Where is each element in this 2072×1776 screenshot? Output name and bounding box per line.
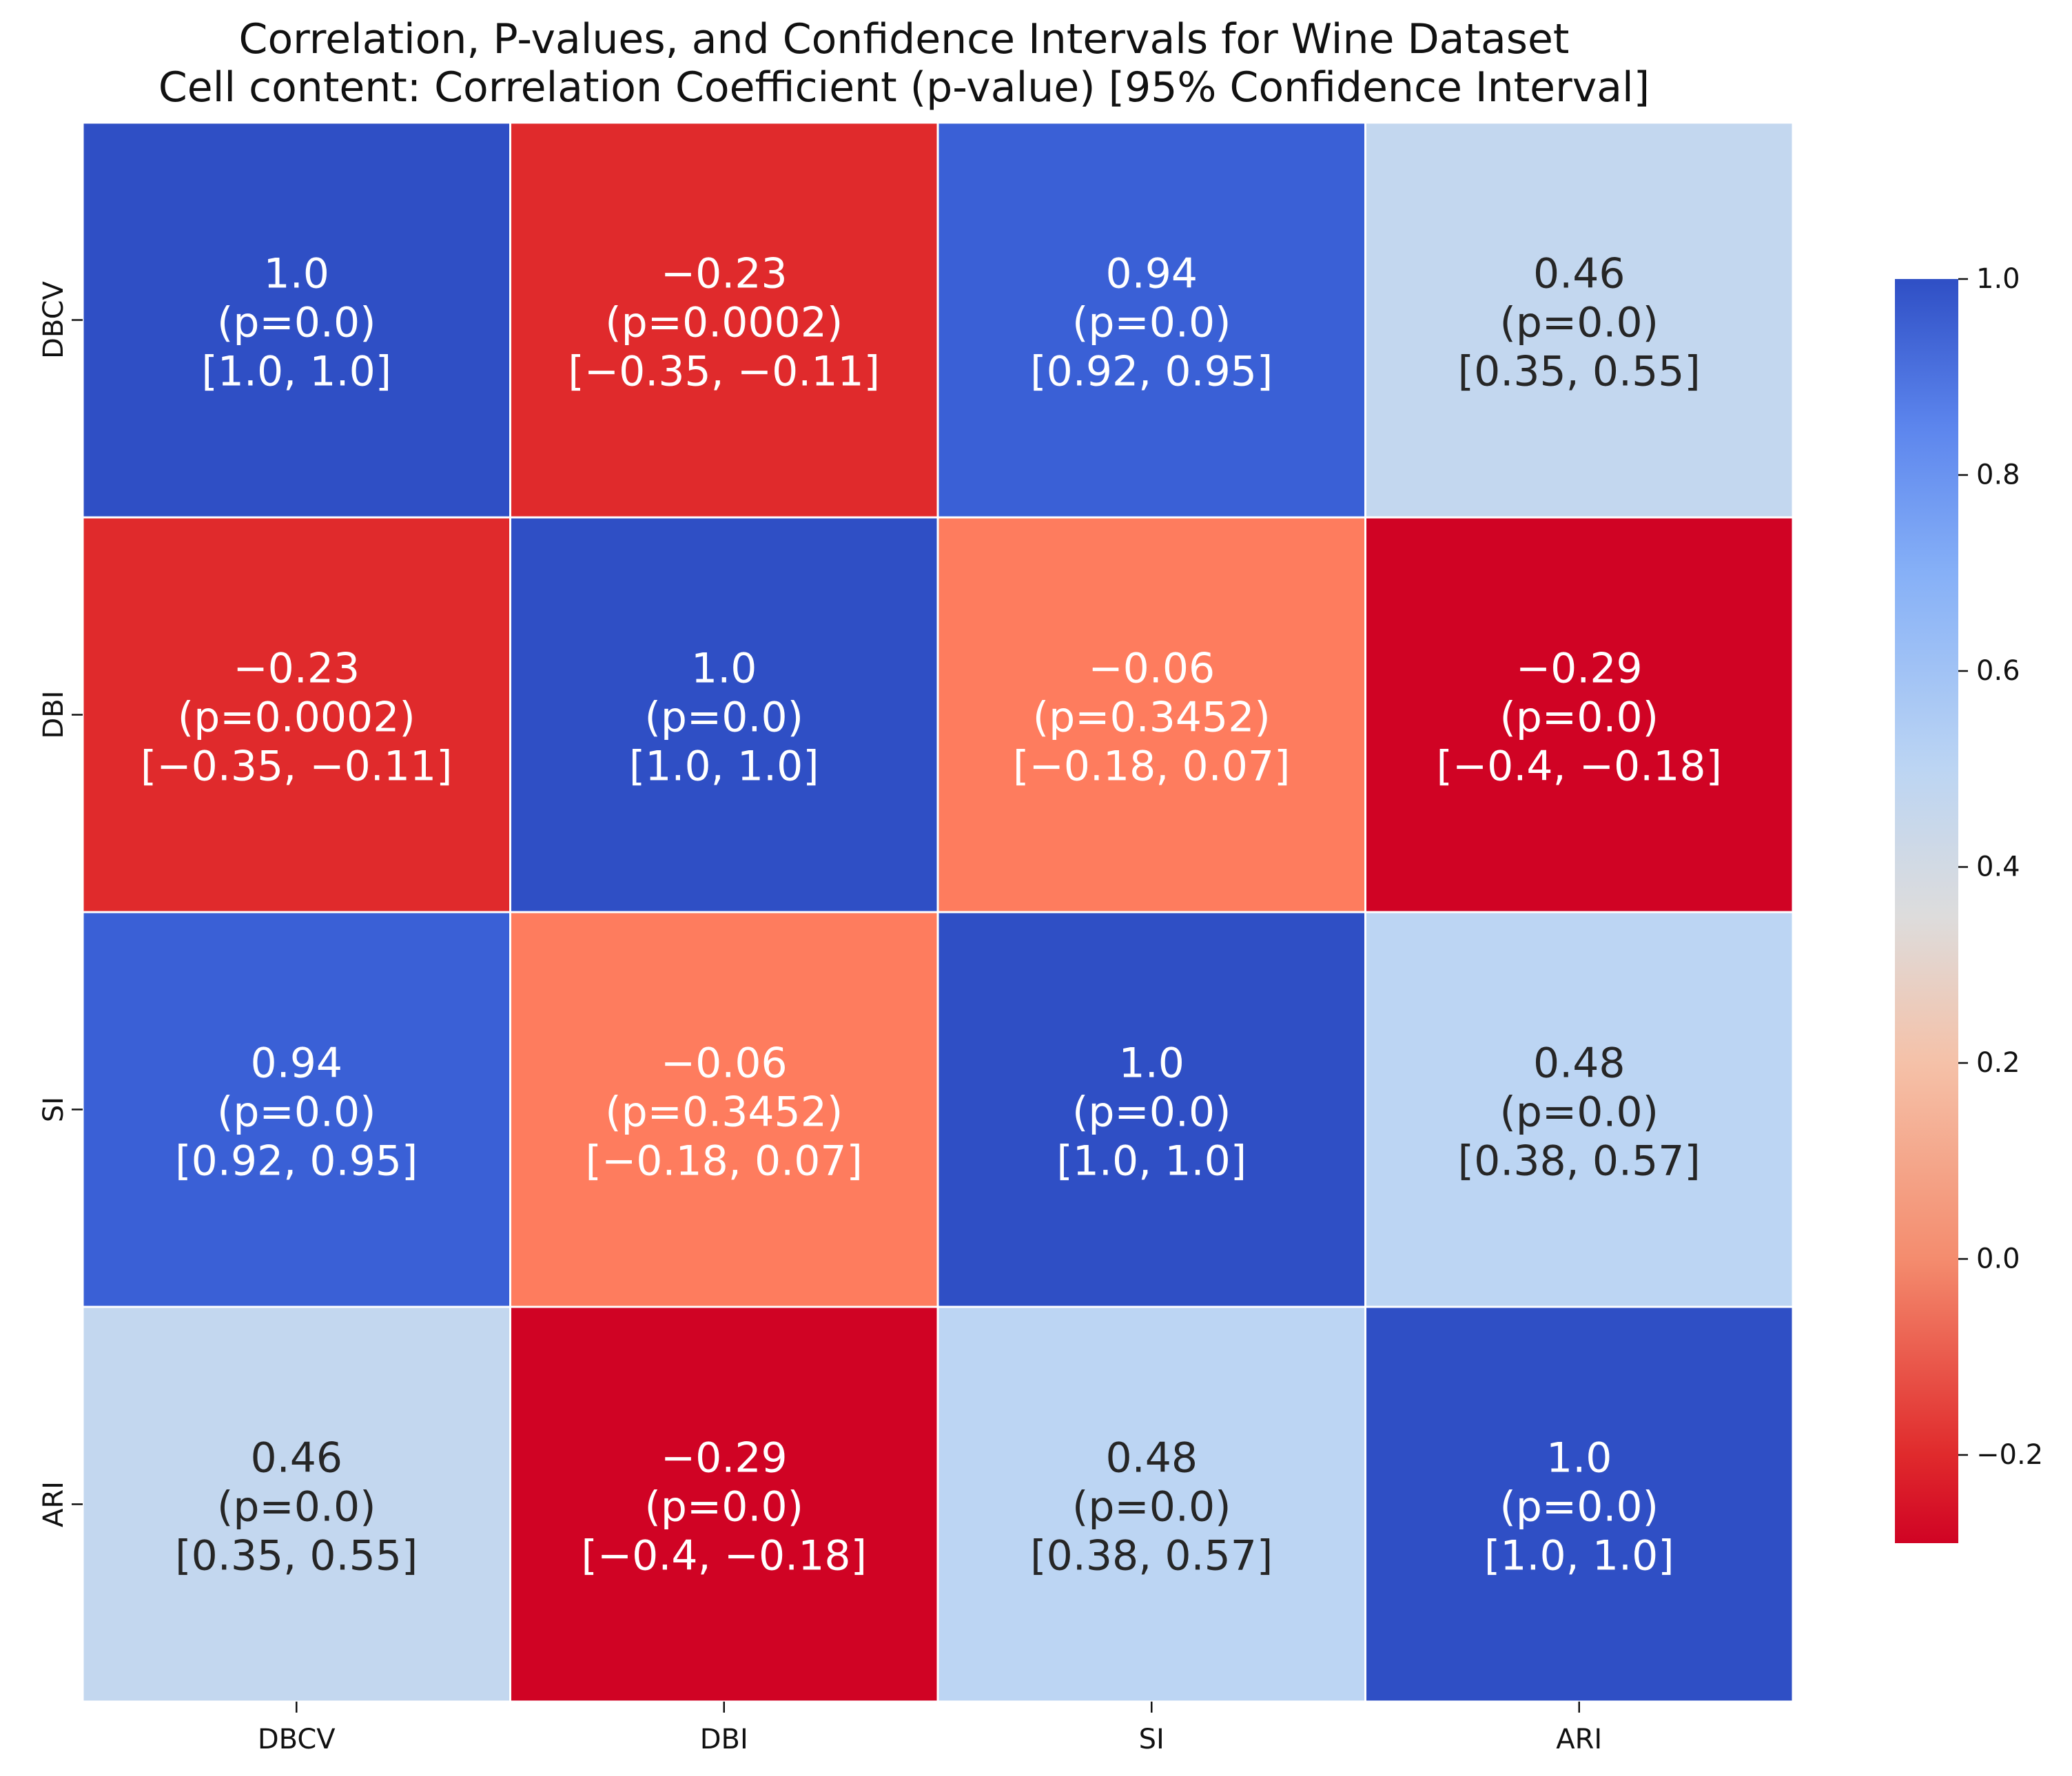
- cell-confidence-interval-label: [1.0, 1.0]: [629, 743, 819, 791]
- colorbar-tick-label: 0.6: [1976, 655, 2020, 687]
- heatmap-cell-ari-dbi: [509, 1305, 939, 1703]
- cell-confidence-interval-label: [−0.35, −0.11]: [141, 743, 453, 791]
- x-tick-label-dbi: DBI: [700, 1724, 748, 1755]
- heatmap-cell-dbcv-si: [936, 121, 1366, 519]
- chart-subtitle: Cell content: Correlation Coefficient (p…: [158, 63, 1650, 112]
- cell-coefficient-label: 0.46: [1533, 250, 1625, 298]
- cell-p-value-label: (p=0.0): [644, 1483, 803, 1531]
- cell-confidence-interval-label: [0.38, 0.57]: [1030, 1532, 1273, 1580]
- cell-coefficient-label: 0.94: [250, 1040, 342, 1088]
- cell-p-value-label: (p=0.0): [1072, 1088, 1231, 1137]
- cell-coefficient-label: 0.94: [1105, 250, 1198, 298]
- heatmap-cell-dbcv-dbi: [509, 121, 939, 519]
- colorbar: 1.0 0.8 0.6 0.4 0.2 0.0 −0.2: [1895, 263, 2043, 1543]
- cell-coefficient-label: 1.0: [1119, 1040, 1184, 1088]
- colorbar-tick-label: −0.2: [1976, 1439, 2043, 1471]
- colorbar-bar: [1895, 279, 1958, 1543]
- cell-confidence-interval-label: [0.35, 0.55]: [1458, 348, 1701, 396]
- heatmap-cell-ari-ari: [1364, 1305, 1794, 1703]
- cell-p-value-label: (p=0.0): [1499, 299, 1659, 347]
- heatmap-grid: [81, 121, 1794, 1703]
- cell-coefficient-label: −0.23: [661, 250, 788, 298]
- cell-coefficient-label: 1.0: [1546, 1434, 1612, 1483]
- cell-confidence-interval-label: [0.92, 0.95]: [1030, 348, 1273, 396]
- y-tick-label-dbcv: DBCV: [38, 280, 70, 358]
- heatmap-cell-si-ari: [1364, 911, 1794, 1308]
- cell-coefficient-label: 1.0: [264, 250, 329, 298]
- cell-p-value-label: (p=0.0): [1499, 1088, 1659, 1137]
- x-tick-label-ari: ARI: [1556, 1724, 1602, 1755]
- cell-p-value-label: (p=0.3452): [1033, 694, 1271, 742]
- cell-coefficient-label: −0.23: [233, 645, 360, 693]
- y-tick-label-si: SI: [38, 1097, 70, 1122]
- cell-confidence-interval-label: [1.0, 1.0]: [1056, 1137, 1247, 1186]
- cell-p-value-label: (p=0.0002): [605, 299, 843, 347]
- cell-coefficient-label: 0.48: [1533, 1040, 1625, 1088]
- cell-coefficient-label: 1.0: [691, 645, 757, 693]
- colorbar-tick-label: 0.2: [1976, 1047, 2020, 1079]
- colorbar-tick-label: 0.0: [1976, 1243, 2020, 1274]
- heatmap-cell-dbi-ari: [1364, 516, 1794, 913]
- x-axis: DBCV DBI SI ARI: [258, 1702, 1602, 1755]
- cell-confidence-interval-label: [−0.4, −0.18]: [1436, 743, 1722, 791]
- cell-confidence-interval-label: [0.92, 0.95]: [175, 1137, 418, 1186]
- cell-p-value-label: (p=0.0): [217, 299, 376, 347]
- chart-title: Correlation, P-values, and Confidence In…: [239, 15, 1570, 63]
- cell-confidence-interval-label: [1.0, 1.0]: [201, 348, 391, 396]
- cell-coefficient-label: −0.06: [661, 1040, 788, 1088]
- heatmap-cell-dbcv-ari: [1364, 121, 1794, 519]
- colorbar-tick-label: 0.4: [1976, 851, 2020, 882]
- cell-confidence-interval-label: [−0.18, 0.07]: [586, 1137, 863, 1186]
- cell-confidence-interval-label: [−0.35, −0.11]: [568, 348, 880, 396]
- x-tick-label-si: SI: [1139, 1724, 1165, 1755]
- cell-coefficient-label: −0.29: [661, 1434, 788, 1483]
- cell-confidence-interval-label: [0.35, 0.55]: [175, 1532, 418, 1580]
- cell-p-value-label: (p=0.0): [1499, 1483, 1659, 1531]
- cell-p-value-label: (p=0.0): [1072, 1483, 1231, 1531]
- colorbar-tick-label: 1.0: [1976, 263, 2020, 295]
- cell-coefficient-label: −0.29: [1516, 645, 1643, 693]
- cell-p-value-label: (p=0.3452): [605, 1088, 843, 1137]
- cell-p-value-label: (p=0.0): [1499, 694, 1659, 742]
- heatmap-cell-dbi-dbcv: [81, 516, 511, 913]
- cell-p-value-label: (p=0.0): [217, 1483, 376, 1531]
- x-tick-label-dbcv: DBCV: [258, 1724, 336, 1755]
- cell-p-value-label: (p=0.0): [217, 1088, 376, 1137]
- cell-confidence-interval-label: [1.0, 1.0]: [1484, 1532, 1674, 1580]
- cell-confidence-interval-label: [0.38, 0.57]: [1458, 1137, 1701, 1186]
- colorbar-tick-label: 0.8: [1976, 459, 2020, 491]
- colorbar-ticks: 1.0 0.8 0.6 0.4 0.2 0.0 −0.2: [1958, 263, 2043, 1471]
- cell-coefficient-label: 0.46: [250, 1434, 342, 1483]
- cell-p-value-label: (p=0.0002): [178, 694, 416, 742]
- y-tick-label-ari: ARI: [38, 1481, 70, 1527]
- cell-p-value-label: (p=0.0): [644, 694, 803, 742]
- heatmap-cell-dbi-si: [936, 516, 1366, 913]
- heatmap-cell-dbcv-dbcv: [81, 121, 511, 519]
- heatmap-cell-labels: 1.0(p=0.0)[1.0, 1.0]−0.23(p=0.0002)[−0.3…: [141, 250, 1722, 1580]
- cell-p-value-label: (p=0.0): [1072, 299, 1231, 347]
- cell-coefficient-label: −0.06: [1088, 645, 1215, 693]
- heatmap-cell-ari-dbcv: [81, 1305, 511, 1703]
- cell-confidence-interval-label: [−0.18, 0.07]: [1013, 743, 1290, 791]
- y-axis: DBCV DBI SI ARI: [38, 280, 83, 1527]
- heatmap-cell-dbi-dbi: [509, 516, 939, 913]
- y-tick-label-dbi: DBI: [38, 690, 70, 739]
- cell-coefficient-label: 0.48: [1105, 1434, 1198, 1483]
- cell-confidence-interval-label: [−0.4, −0.18]: [581, 1532, 867, 1580]
- heatmap-cell-ari-si: [936, 1305, 1366, 1703]
- heatmap-cell-si-dbi: [509, 911, 939, 1308]
